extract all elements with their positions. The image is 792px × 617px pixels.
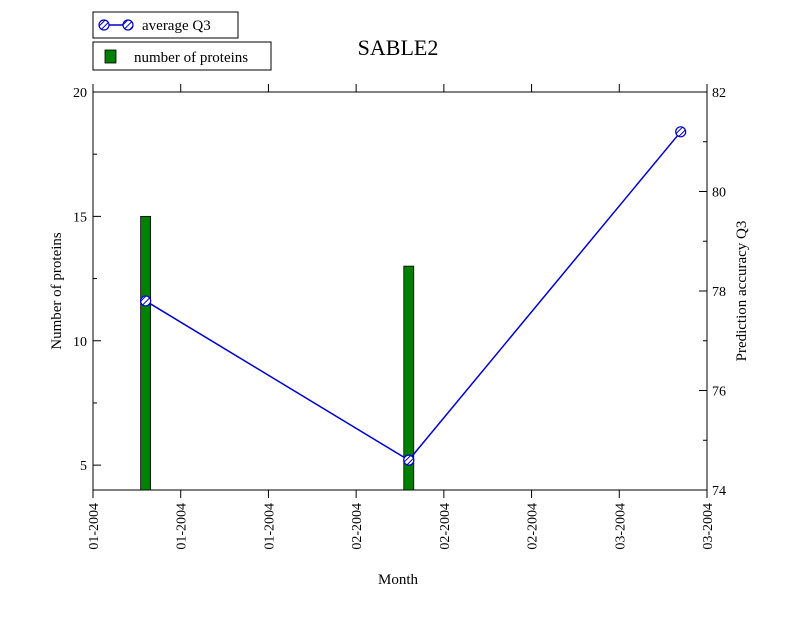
y-right-tick-label: 80 (712, 186, 726, 201)
y-right-tick-label: 82 (712, 86, 726, 101)
x-axis-label: Month (378, 572, 419, 588)
line-point (403, 454, 415, 466)
y-axis-left-label: Number of proteins (49, 232, 65, 350)
x-tick-label: 02-2004 (350, 503, 365, 550)
legend-entry-average-q3: average Q3 (142, 18, 211, 34)
chart-title: SABLE2 (358, 35, 439, 60)
y-left-tick-label: 10 (73, 335, 87, 350)
x-tick-label: 01-2004 (175, 503, 190, 550)
legend-entry-number-of-proteins: number of proteins (134, 50, 248, 66)
x-tick-label: 02-2004 (526, 503, 541, 550)
y-axis-right-label: Prediction accuracy Q3 (734, 221, 750, 362)
y-left-tick-label: 20 (73, 86, 87, 101)
bar (403, 265, 415, 491)
x-tick-label: 01-2004 (262, 503, 277, 550)
y-right-tick-label: 78 (712, 285, 726, 300)
line-point (140, 295, 152, 307)
bar (140, 215, 152, 491)
plot-frame (92, 91, 708, 491)
y-right-tick-label: 74 (712, 484, 726, 499)
x-tick-label: 02-2004 (438, 503, 453, 550)
legend-box-bar (92, 41, 272, 71)
legend-line-marker-icon (122, 19, 134, 31)
x-tick-label: 01-2004 (87, 503, 102, 550)
legend: average Q3 number of proteins (92, 11, 272, 71)
y-left-tick-label: 15 (73, 210, 87, 225)
legend-line-marker-icon (98, 19, 110, 31)
legend-bar-swatch-icon (104, 49, 117, 64)
x-tick-label: 03-2004 (701, 503, 716, 550)
x-tick-label: 03-2004 (613, 503, 628, 550)
y-right-tick-label: 76 (712, 385, 726, 400)
y-left-tick-label: 5 (80, 459, 87, 474)
line-point (675, 126, 687, 138)
